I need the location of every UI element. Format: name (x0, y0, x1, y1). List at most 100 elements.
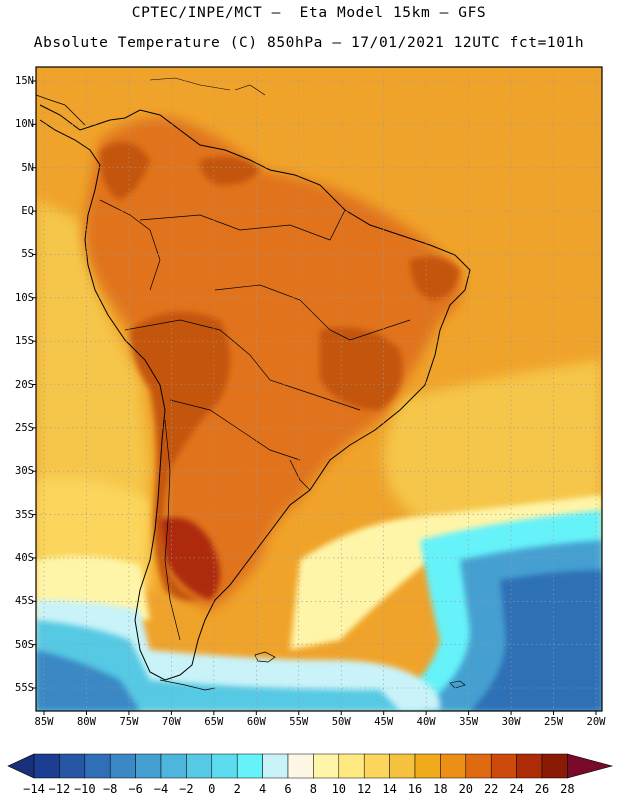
colorbar-segment (287, 753, 314, 779)
temperature-field (36, 67, 602, 711)
colorbar-label: 16 (407, 782, 423, 796)
colorbar-label: 0 (208, 782, 216, 796)
colorbar-segment (59, 753, 86, 779)
colorbar-label: −12 (48, 782, 71, 796)
longitude-label: 50W (331, 716, 351, 728)
colorbar-label: 14 (382, 782, 397, 796)
colorbar-segment (541, 753, 568, 779)
colorbar-segment (109, 753, 136, 779)
longitude-label: 35W (459, 716, 479, 728)
colorbar-segment (262, 753, 289, 779)
coastline-antilles (234, 84, 266, 96)
colorbar-under-arrow (7, 753, 35, 779)
tierra-del-fuego (159, 679, 216, 691)
colorbar-segment (160, 753, 187, 779)
south-georgia-island (449, 680, 466, 689)
latitude-label: 30S (15, 465, 34, 478)
colorbar-label: −14 (23, 782, 45, 796)
colorbar-segment (363, 753, 390, 779)
longitude-label: 20W (586, 716, 606, 728)
latitude-label: EQ (21, 205, 34, 218)
colorbar-label: 28 (560, 782, 575, 796)
map-frame (35, 66, 603, 712)
graticule (36, 67, 602, 711)
colorbar-label: −4 (153, 782, 169, 796)
hot-core-patagonia (160, 517, 220, 600)
longitude-label: 40W (416, 716, 436, 728)
colorbar (7, 753, 614, 779)
colorbar-segment (313, 753, 340, 779)
latitude-label: 10S (15, 291, 34, 304)
latitude-label: 5N (21, 161, 34, 174)
longitude-label: 25W (544, 716, 564, 728)
longitude-label: 65W (204, 716, 224, 728)
border-uruguay (289, 459, 311, 491)
colorbar-segment (414, 753, 441, 779)
colorbar-segment (516, 753, 543, 779)
longitude-label: 55W (289, 716, 309, 728)
colorbar-segment (211, 753, 238, 779)
hot-core-northeast (410, 256, 460, 300)
chart-title-line-2: Absolute Temperature (C) 850hPa – 17/01/… (33, 35, 585, 51)
border-argentina-north (169, 399, 301, 461)
cold-south-3 (36, 650, 140, 711)
hot-core-brazil (320, 327, 403, 410)
border-chile-argentina (164, 419, 181, 641)
colorbar-label: −6 (128, 782, 143, 796)
colorbar-label: 24 (509, 782, 524, 796)
border-amazon (139, 209, 346, 241)
colorbar-label: 2 (233, 782, 241, 796)
longitude-label: 80W (76, 716, 96, 728)
colorbar-segment (186, 753, 213, 779)
latitude-label: 35S (15, 508, 34, 521)
latitude-label: 15S (15, 335, 34, 348)
colorbar-label: −10 (73, 782, 96, 796)
coastline (39, 104, 471, 681)
colorbar-label: −2 (179, 782, 194, 796)
coastline-caribbean (149, 77, 231, 91)
longitude-label: 85W (34, 716, 54, 728)
longitude-label: 75W (119, 716, 139, 728)
colorbar-label: 12 (356, 782, 372, 796)
colorbar-over-arrow (567, 753, 614, 779)
colorbar-label: 10 (331, 782, 347, 796)
colorbar-segment (84, 753, 111, 779)
falkland-islands (254, 651, 276, 663)
cold-atlantic-3 (470, 570, 602, 711)
atlantic-mild-band (384, 360, 602, 520)
colorbar-label: 4 (258, 782, 267, 796)
colorbar-label: 6 (284, 782, 292, 796)
longitude-label: 45W (374, 716, 394, 728)
hot-core-colombia (100, 142, 150, 200)
latitude-label: 45S (15, 595, 34, 608)
colorbar-segment (33, 753, 60, 779)
longitude-label: 70W (161, 716, 181, 728)
colorbar-segment (440, 753, 467, 779)
axis-ticks (32, 80, 597, 715)
land-warm-zone (84, 117, 463, 610)
colorbar-segment (135, 753, 162, 779)
coastline-central-america (36, 94, 86, 126)
pacific-mild-band (36, 200, 150, 560)
hot-core-venezuela (200, 156, 260, 185)
colorbar-label: −8 (102, 782, 118, 796)
colorbar-label: 20 (458, 782, 474, 796)
latitude-label: 10N (15, 118, 34, 131)
longitude-label: 30W (501, 716, 521, 728)
latitude-label: 25S (15, 421, 34, 434)
colorbar-label: 8 (309, 782, 318, 796)
latitude-label: 55S (15, 682, 34, 694)
colorbar-label: 22 (483, 782, 499, 796)
colorbar-label: 26 (534, 782, 550, 796)
colorbar-segment (338, 753, 365, 779)
border-bolivia (124, 319, 361, 411)
colorbar-segment (490, 753, 517, 779)
latitude-label: 5S (21, 248, 34, 261)
longitude-label: 60W (246, 716, 266, 728)
latitude-label: 20S (15, 378, 34, 391)
border-peru (99, 199, 161, 291)
colorbar-label: 18 (433, 782, 448, 796)
colorbar-segment (236, 753, 263, 779)
border-brazil-states (214, 284, 411, 341)
colorbar-segment (389, 753, 416, 779)
